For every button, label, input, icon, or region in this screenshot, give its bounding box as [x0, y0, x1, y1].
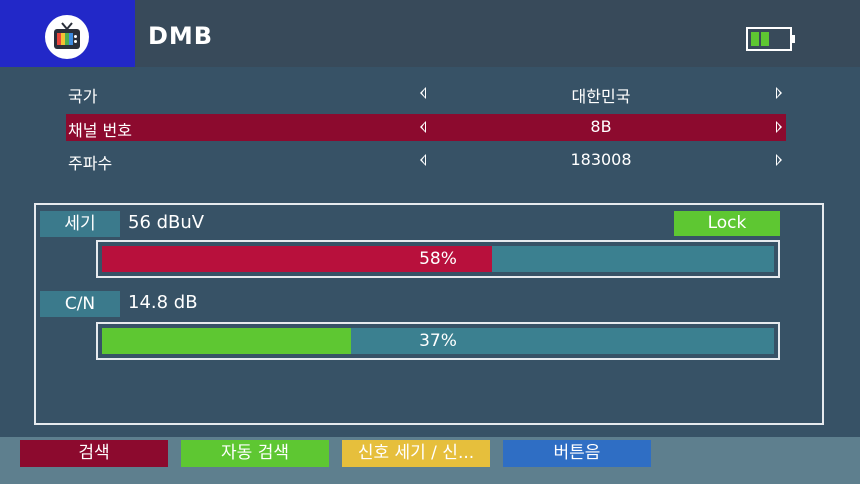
button-sound-button[interactable]: 버튼음: [503, 440, 651, 467]
cn-bar-fill: [102, 328, 351, 354]
arrow-left-icon[interactable]: [420, 154, 426, 166]
strength-percent: 58%: [419, 249, 457, 269]
setting-label: 채널 번호: [68, 121, 132, 140]
search-button[interactable]: 검색: [20, 440, 168, 467]
setting-label: 주파수: [68, 154, 113, 173]
cn-label: C/N: [40, 291, 120, 317]
arrow-right-icon[interactable]: [776, 87, 782, 99]
lock-status-badge: Lock: [674, 211, 780, 236]
arrow-right-icon[interactable]: [776, 154, 782, 166]
setting-value: 183008: [570, 150, 632, 169]
strength-bar: 58%: [96, 240, 780, 278]
tv-icon: [54, 22, 80, 49]
cn-percent: 37%: [419, 331, 457, 351]
battery-icon: [746, 27, 795, 51]
setting-value: 8B: [590, 117, 612, 136]
strength-value: 56 dBuV: [128, 212, 205, 233]
signal-strength-button[interactable]: 신호 세기 / 신...: [342, 440, 490, 467]
footer-bar: 검색 자동 검색 신호 세기 / 신... 버튼음: [0, 437, 860, 484]
app-title: DMB: [148, 22, 214, 50]
arrow-left-icon[interactable]: [420, 121, 426, 133]
cn-bar: 37%: [96, 322, 780, 360]
arrow-right-icon[interactable]: [776, 121, 782, 133]
setting-row-channel[interactable]: 채널 번호 8B: [66, 114, 786, 141]
app-logo: [0, 0, 135, 67]
signal-meter-panel: 세기 56 dBuV Lock 58% C/N 14.8 dB 37%: [34, 203, 824, 425]
strength-bar-fill: [102, 246, 492, 272]
arrow-left-icon[interactable]: [420, 87, 426, 99]
auto-search-button[interactable]: 자동 검색: [181, 440, 329, 467]
setting-value: 대한민국: [571, 87, 631, 106]
cn-value: 14.8 dB: [128, 292, 198, 313]
setting-label: 국가: [68, 87, 98, 106]
setting-row-frequency[interactable]: 주파수 183008: [66, 147, 786, 174]
logo-circle: [45, 15, 89, 59]
header-bar: DMB: [0, 0, 860, 67]
setting-row-country[interactable]: 국가 대한민국: [66, 80, 786, 107]
cn-bar-track: 37%: [102, 328, 774, 354]
strength-label: 세기: [40, 211, 120, 237]
strength-bar-track: 58%: [102, 246, 774, 272]
